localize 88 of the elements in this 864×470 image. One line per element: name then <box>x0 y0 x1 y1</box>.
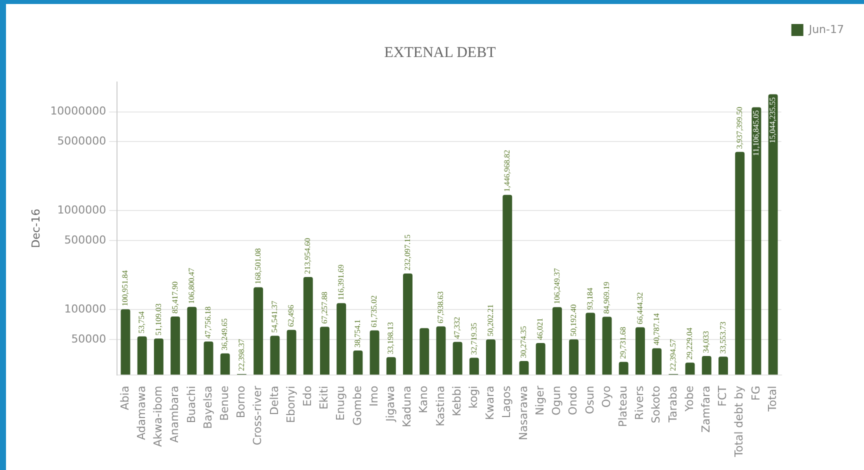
data-label: 66,444.32 <box>635 292 644 324</box>
x-tick-label: FG <box>749 386 762 401</box>
x-tick-label: Borno <box>234 386 248 418</box>
x-tick-label: Niger <box>533 385 546 416</box>
x-tick-label: Abia <box>118 386 132 410</box>
data-label: 38,754.1 <box>353 319 362 348</box>
x-tick-label: Lagos <box>500 386 514 418</box>
x-tick-label: Gombe <box>350 386 364 426</box>
x-tick-label: Anambara <box>168 386 182 443</box>
data-label: 213,954.60 <box>303 238 312 274</box>
data-label: 30,274.35 <box>519 326 528 358</box>
data-label: 84,969.19 <box>602 282 612 314</box>
y-tick-label: 5000000 <box>57 134 106 148</box>
legend-label: Jun-17 <box>808 22 844 36</box>
data-label: 93,184 <box>585 288 594 310</box>
x-tick-label: Osun <box>583 386 596 414</box>
data-label: 22,398.37 <box>236 339 246 372</box>
data-label: 11,106,845.05 <box>752 110 761 156</box>
data-label: 50,192.40 <box>568 304 578 336</box>
chart-title: EXTENAL DEBT <box>384 44 496 61</box>
y-tick-label: 10000000 <box>50 104 106 118</box>
data-label: 54,541.37 <box>270 300 280 333</box>
x-tick-label: Edo <box>300 386 314 406</box>
data-label: 67,938.63 <box>436 291 446 324</box>
x-tick-label: Jigawa <box>384 386 398 423</box>
data-label: 106,249.37 <box>552 268 562 304</box>
data-label: 22,394.57 <box>668 339 678 372</box>
data-label: 40,787.14 <box>652 313 661 346</box>
x-tick-label: Sokoto <box>650 386 663 424</box>
x-tick-label: Total <box>766 386 779 412</box>
x-tick-label: Imo <box>367 386 380 406</box>
data-label: 116,391.69 <box>336 264 346 300</box>
x-tick-label: FCT <box>716 386 730 407</box>
data-label: 32,719.35 <box>469 322 478 355</box>
x-tick-label: Plateau <box>616 386 630 428</box>
data-label: 51,109.03 <box>154 304 163 336</box>
data-label: 47,332 <box>452 316 462 339</box>
data-label: 34,033 <box>702 331 711 354</box>
data-label: 85,417.90 <box>170 281 180 314</box>
y-tick-label: 100000 <box>64 302 106 316</box>
x-tick-label: Kastina <box>434 386 447 426</box>
data-label: 29,229.04 <box>685 328 694 360</box>
data-label: 3,937,399.50 <box>734 106 744 149</box>
data-label: 53,754 <box>137 311 146 334</box>
data-label: 67,257.88 <box>320 292 329 324</box>
data-label: 100,951.84 <box>120 270 130 306</box>
x-tick-label: Kano <box>417 386 430 414</box>
x-tick-label: Ekiti <box>318 386 331 410</box>
y-axis-title: Dec-16 <box>29 208 42 248</box>
x-tick-label: Taraba <box>666 386 680 424</box>
x-tick-label: Yobe <box>682 386 696 413</box>
x-tick-label: Akwa-ibom <box>152 386 165 447</box>
x-tick-label: Bayelsa <box>201 386 214 429</box>
x-tick-label: Benue <box>218 386 231 421</box>
x-tick-label: Ondo <box>566 386 580 416</box>
data-label: 1,446,968.82 <box>502 150 512 192</box>
y-tick-label: 50000 <box>71 332 106 346</box>
x-tick-label: Kebbi <box>450 386 464 416</box>
y-tick-label: 500000 <box>64 233 106 246</box>
x-tick-label: Delta <box>268 386 281 416</box>
data-label: 61,735.02 <box>370 295 379 328</box>
data-label: 62,496 <box>286 304 296 327</box>
x-tick-label: Ogun <box>550 386 564 416</box>
x-tick-label: Enugu <box>334 386 348 421</box>
data-label: 106,800.47 <box>187 268 196 304</box>
x-tick-label: Total debt by <box>732 385 746 458</box>
x-tick-label: Kaduna <box>400 386 414 428</box>
x-tick-label: Nasarawa <box>516 386 530 440</box>
x-tick-label: Buachi <box>184 386 198 424</box>
data-label: 168,501.08 <box>253 248 262 284</box>
data-label: 15,044,235.55 <box>768 97 778 144</box>
data-label: 232,097.15 <box>402 234 412 271</box>
data-label: 29,731.68 <box>618 326 628 359</box>
data-label: 47,756.18 <box>204 306 213 338</box>
data-label: 33,553.73 <box>718 322 728 354</box>
data-label: 36,249.65 <box>220 318 230 350</box>
x-tick-label: Zamfara <box>699 386 712 433</box>
data-label: 33,198.13 <box>386 322 396 354</box>
y-tick-label: 1000000 <box>57 204 106 217</box>
x-tick-label: Kwara <box>484 386 497 420</box>
data-label: 50,202.21 <box>486 304 495 336</box>
x-tick-label: kogi <box>467 386 480 409</box>
data-label: 46,021 <box>536 318 545 340</box>
x-tick-label: Ebonyi <box>284 386 298 423</box>
x-tick-label: Adamawa <box>134 386 148 440</box>
x-tick-label: Oyo <box>600 386 613 408</box>
x-tick-label: Rivers <box>633 386 646 420</box>
x-tick-label: Cross-river <box>251 385 264 446</box>
